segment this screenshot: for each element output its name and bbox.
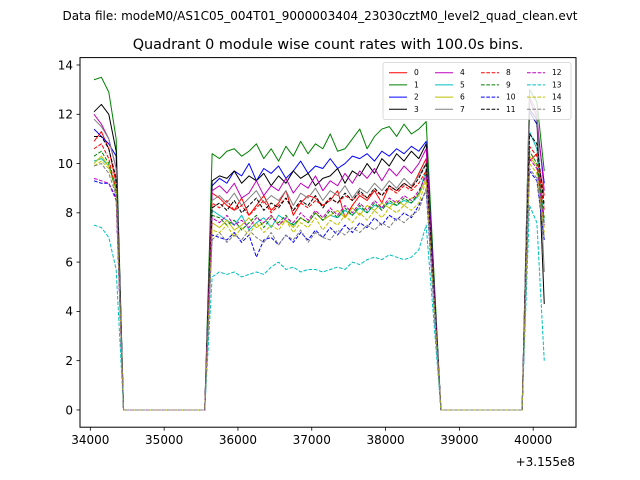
y-tick-label: 0	[65, 403, 73, 417]
chart-title: Quadrant 0 module wise count rates with …	[133, 37, 524, 53]
legend-label: 1	[414, 80, 419, 89]
x-tick-label: 38000	[366, 433, 404, 447]
x-tick-label: 35000	[145, 433, 183, 447]
series-line-3	[93, 103, 545, 411]
y-tick-label: 10	[58, 157, 73, 171]
series-line-1	[93, 76, 545, 411]
legend-label: 5	[460, 80, 465, 89]
series-line-10	[93, 170, 545, 411]
legend-label: 2	[414, 93, 419, 102]
legend-label: 13	[552, 80, 562, 89]
y-axis: 0 2 4 6 8 10 12 14	[58, 58, 80, 417]
y-tick-label: 6	[65, 255, 73, 269]
series-line-2	[93, 111, 545, 411]
legend-label: 0	[414, 68, 419, 77]
series-line-15	[93, 163, 545, 411]
legend-label: 6	[460, 93, 465, 102]
legend-label: 9	[506, 80, 511, 89]
legend-box	[382, 62, 572, 120]
legend-label: 15	[552, 105, 562, 114]
series-line-12	[93, 158, 545, 411]
legend-label: 8	[506, 68, 511, 77]
x-tick-label: 40000	[514, 433, 552, 447]
y-tick-label: 2	[65, 354, 73, 368]
series-line-11	[94, 133, 545, 411]
legend-label: 7	[460, 105, 465, 114]
y-tick-label: 12	[58, 108, 73, 122]
x-tick-label: 39000	[440, 433, 478, 447]
series-line-14	[93, 160, 545, 411]
x-axis: 34000 35000 36000 37000 38000 39000 40000	[71, 427, 552, 447]
y-tick-label: 14	[58, 58, 73, 72]
legend-label: 14	[552, 93, 562, 102]
legend-label: 10	[506, 93, 516, 102]
legend-label: 11	[506, 105, 516, 114]
x-axis-offset-label: +3.155e8	[516, 455, 575, 469]
legend-label: 12	[552, 68, 562, 77]
y-tick-label: 4	[65, 305, 73, 319]
figure-suptitle: Data file: modeM0/AS1C05_004T01_90000034…	[62, 9, 577, 23]
series-line-9	[93, 150, 545, 411]
y-tick-label: 8	[65, 206, 73, 220]
axes-frame	[79, 57, 577, 428]
x-tick-label: 37000	[293, 433, 331, 447]
legend-label: 3	[414, 105, 419, 114]
x-tick-label: 36000	[219, 433, 257, 447]
legend-label: 4	[460, 68, 465, 77]
series-line-13	[93, 204, 545, 411]
plot-series-layer	[93, 76, 545, 411]
series-line-7	[93, 96, 545, 411]
x-tick-label: 34000	[71, 433, 109, 447]
